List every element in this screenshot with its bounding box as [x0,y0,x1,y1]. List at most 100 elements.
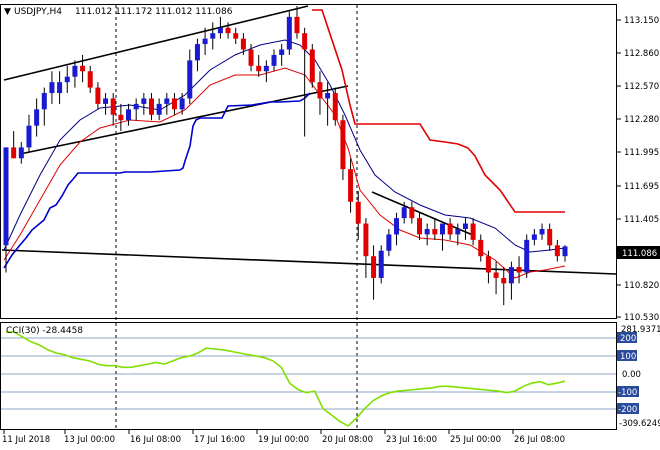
price-tick: 112.860 [624,49,659,59]
cci-level-box [617,350,637,361]
cci-title: CCI(30) -28.4458 [6,326,83,336]
cci-tick: 0.00 [622,370,641,380]
candle-body [164,98,170,104]
cci-level-box [617,386,639,397]
candle-body [156,103,162,115]
candle-body [210,33,216,39]
cci-level-box [617,403,639,414]
candle-body [363,223,369,257]
candle-body [447,223,453,235]
candle-body [531,234,537,240]
candle-body [103,98,109,104]
candle-body [126,109,132,121]
candle-body [462,223,468,229]
candle-body [26,125,32,148]
candle-body [95,87,101,104]
candle-body [470,223,476,240]
candle-body [80,65,86,72]
candle-body [294,16,300,34]
candle-body [256,65,262,72]
candle-body [340,120,346,170]
price-tick: 112.280 [624,115,659,125]
time-label: 25 Jul 00:00 [450,435,501,445]
candle-body [493,272,499,278]
price-tick: 113.150 [624,16,659,26]
candle-body [554,245,560,257]
candle-body [110,98,116,115]
candle-body [133,103,139,110]
price-tick: 112.570 [624,82,659,92]
candle-body [478,239,484,257]
candle-body [57,82,63,94]
candle-body [148,98,154,115]
candle-body [432,228,438,235]
candle-body [18,147,24,159]
cci-tick: 200 [620,334,636,344]
candle-body [325,93,331,99]
candle-body [64,76,70,83]
price-tick: 111.995 [624,148,659,158]
candle-body [401,207,407,219]
time-label: 20 Jul 08:00 [322,435,373,445]
candle-body [3,147,9,246]
cci-level-box [617,332,637,343]
cci-tick: -100 [618,388,637,398]
candle-body [141,98,147,104]
candle-body [348,169,354,202]
blue-step-line [3,92,311,269]
time-label: 19 Jul 00:00 [258,435,309,445]
candle-body [485,256,491,273]
candle-body [309,49,315,83]
candle-body [171,98,177,110]
candle-body [179,98,185,110]
cci-line [6,331,566,427]
candle-body [202,38,208,45]
cci-tick: 100 [620,352,636,362]
price-tick: 111.405 [624,215,659,225]
candle-body [417,218,423,235]
candle-body [279,49,285,55]
candle-body [34,109,40,126]
cci-tick-max: 281.9371 [621,325,660,335]
time-label: 17 Jul 16:00 [194,435,245,445]
candle-body [49,82,55,94]
candle-body [271,54,277,66]
price-tick: 111.695 [624,182,659,192]
candle-body [194,44,200,61]
price-tick: 110.820 [624,281,659,291]
candle-body [439,223,445,235]
candle-body [72,65,78,77]
candle-body [508,267,514,284]
time-label: 13 Jul 00:00 [64,435,115,445]
candle-body [516,267,522,273]
red-envelope-line [312,9,565,213]
candle-body [263,65,269,72]
candle-body [217,27,223,34]
candle-body [41,93,47,110]
candle-body [562,246,568,257]
time-axis: 11 Jul 2018 13 Jul 00:00 16 Jul 08:00 17… [2,430,565,445]
lower-channel-line [19,85,349,155]
candle-body [317,82,323,99]
candle-body [11,147,17,159]
current-price-label: 111.086 [622,249,657,259]
cci-axis: 281.9371 200 100 0.00 -100 -200 -309.624… [617,325,660,429]
candle-body [233,33,239,39]
candle-body [524,239,530,273]
candle-body [248,49,254,66]
candle-body [225,27,231,34]
candle-body [355,201,361,224]
candle-body [424,228,430,235]
candle-body [371,256,377,278]
candle-body [87,71,93,88]
candle-body [286,16,292,50]
chart-header-ohlc: 111.012 111.172 111.012 111.086 [75,7,233,17]
chart-header-symbol: USDJPY,H4 [14,7,62,17]
time-label: 16 Jul 08:00 [130,435,181,445]
candle-body [547,228,553,246]
main-panel [0,4,617,319]
candle-body [501,277,507,284]
cci-tick-min: -309.6249 [619,419,660,429]
time-label: 23 Jul 16:00 [386,435,437,445]
